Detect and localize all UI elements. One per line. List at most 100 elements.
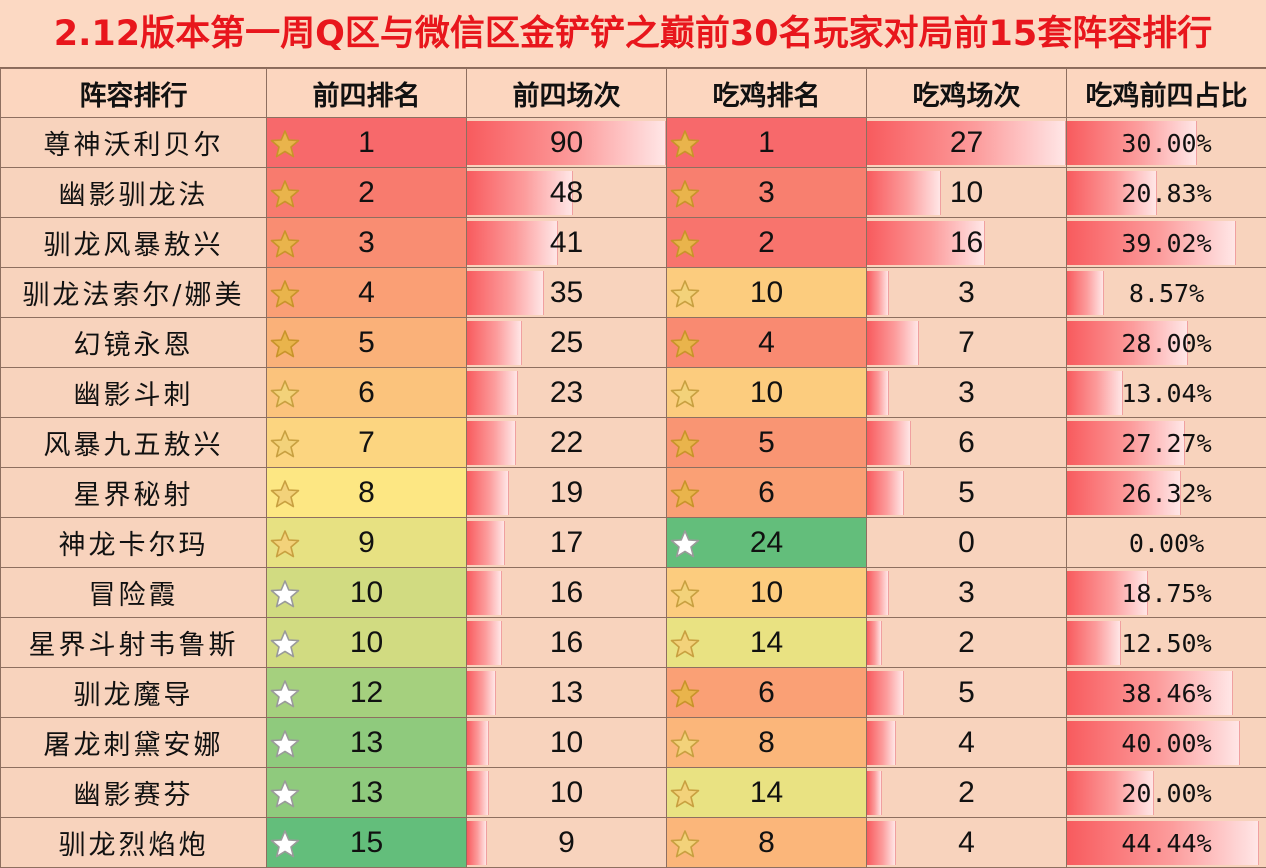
win-rank-value: 8 <box>667 819 866 867</box>
top4-rank-value: 10 <box>267 569 466 617</box>
top4-rank-cell: 8 <box>267 468 467 518</box>
top4-rank-cell: 10 <box>267 568 467 618</box>
win-rank-value: 1 <box>667 119 866 167</box>
win-ratio-cell: 27.27% <box>1067 418 1266 468</box>
win-ratio-value: 44.44% <box>1067 819 1266 867</box>
win-rank-value: 6 <box>667 669 866 717</box>
top4-games-cell: 22 <box>467 418 667 468</box>
top4-rank-cell: 13 <box>267 718 467 768</box>
top4-games-cell: 90 <box>467 118 667 168</box>
top4-games-cell: 19 <box>467 468 667 518</box>
win-games-value: 5 <box>867 469 1066 517</box>
win-games-value: 7 <box>867 319 1066 367</box>
win-ratio-cell: 40.00% <box>1067 718 1266 768</box>
win-games-value: 10 <box>867 169 1066 217</box>
top4-rank-value: 7 <box>267 419 466 467</box>
win-rank-cell: 3 <box>667 168 867 218</box>
win-rank-value: 4 <box>667 319 866 367</box>
win-rank-cell: 10 <box>667 268 867 318</box>
top4-games-value: 23 <box>467 369 666 417</box>
win-games-cell: 5 <box>867 468 1067 518</box>
win-games-value: 5 <box>867 669 1066 717</box>
win-games-cell: 4 <box>867 718 1067 768</box>
win-ratio-value: 13.04% <box>1067 369 1266 417</box>
win-games-value: 6 <box>867 419 1066 467</box>
win-rank-cell: 8 <box>667 718 867 768</box>
top4-games-value: 10 <box>467 719 666 767</box>
top4-games-value: 25 <box>467 319 666 367</box>
win-ratio-value: 26.32% <box>1067 469 1266 517</box>
win-ratio-value: 28.00% <box>1067 319 1266 367</box>
top4-rank-cell: 13 <box>267 768 467 818</box>
top4-games-value: 13 <box>467 669 666 717</box>
lineup-name: 冒险霞 <box>1 568 267 618</box>
lineup-name: 驯龙魔导 <box>1 668 267 718</box>
top4-rank-value: 4 <box>267 269 466 317</box>
header-lineup: 阵容排行 <box>1 69 267 118</box>
lineup-name: 驯龙法索尔/娜美 <box>1 268 267 318</box>
win-ratio-cell: 44.44% <box>1067 818 1266 868</box>
top4-rank-cell: 7 <box>267 418 467 468</box>
win-rank-cell: 6 <box>667 468 867 518</box>
top4-games-cell: 13 <box>467 668 667 718</box>
win-rank-cell: 6 <box>667 668 867 718</box>
lineup-name: 星界斗射韦鲁斯 <box>1 618 267 668</box>
win-rank-value: 10 <box>667 269 866 317</box>
win-rank-cell: 8 <box>667 818 867 868</box>
top4-games-value: 17 <box>467 519 666 567</box>
top4-rank-cell: 12 <box>267 668 467 718</box>
lineup-name: 幽影赛芬 <box>1 768 267 818</box>
win-rank-value: 6 <box>667 469 866 517</box>
win-games-cell: 10 <box>867 168 1067 218</box>
win-rank-value: 8 <box>667 719 866 767</box>
win-rank-cell: 4 <box>667 318 867 368</box>
win-games-value: 2 <box>867 769 1066 817</box>
win-rank-cell: 1 <box>667 118 867 168</box>
top4-rank-value: 13 <box>267 769 466 817</box>
top4-games-value: 22 <box>467 419 666 467</box>
sheet-title: 2.12版本第一周Q区与微信区金铲铲之巅前30名玩家对局前15套阵容排行 <box>0 0 1266 68</box>
lineup-name: 星界秘射 <box>1 468 267 518</box>
win-ratio-cell: 28.00% <box>1067 318 1266 368</box>
top4-games-cell: 16 <box>467 568 667 618</box>
top4-games-value: 41 <box>467 219 666 267</box>
win-rank-cell: 5 <box>667 418 867 468</box>
top4-rank-cell: 1 <box>267 118 467 168</box>
top4-rank-cell: 4 <box>267 268 467 318</box>
lineup-name: 幽影斗刺 <box>1 368 267 418</box>
win-rank-value: 3 <box>667 169 866 217</box>
top4-games-cell: 17 <box>467 518 667 568</box>
win-ratio-value: 39.02% <box>1067 219 1266 267</box>
win-ratio-value: 20.83% <box>1067 169 1266 217</box>
lineup-name: 神龙卡尔玛 <box>1 518 267 568</box>
win-ratio-cell: 39.02% <box>1067 218 1266 268</box>
top4-games-value: 90 <box>467 119 666 167</box>
win-ratio-value: 8.57% <box>1067 269 1266 317</box>
header-win-rank: 吃鸡排名 <box>667 69 867 118</box>
top4-rank-cell: 5 <box>267 318 467 368</box>
win-games-value: 4 <box>867 719 1066 767</box>
top4-rank-cell: 10 <box>267 618 467 668</box>
win-rank-value: 14 <box>667 769 866 817</box>
win-ratio-cell: 30.00% <box>1067 118 1266 168</box>
win-rank-cell: 10 <box>667 568 867 618</box>
top4-rank-value: 2 <box>267 169 466 217</box>
header-row: 阵容排行 前四排名 前四场次 吃鸡排名 吃鸡场次 吃鸡前四占比 <box>1 69 1266 118</box>
top4-rank-value: 15 <box>267 819 466 867</box>
top4-games-value: 10 <box>467 769 666 817</box>
top4-rank-cell: 15 <box>267 818 467 868</box>
win-ratio-value: 18.75% <box>1067 569 1266 617</box>
top4-games-cell: 35 <box>467 268 667 318</box>
header-top4-games: 前四场次 <box>467 69 667 118</box>
top4-games-cell: 10 <box>467 718 667 768</box>
